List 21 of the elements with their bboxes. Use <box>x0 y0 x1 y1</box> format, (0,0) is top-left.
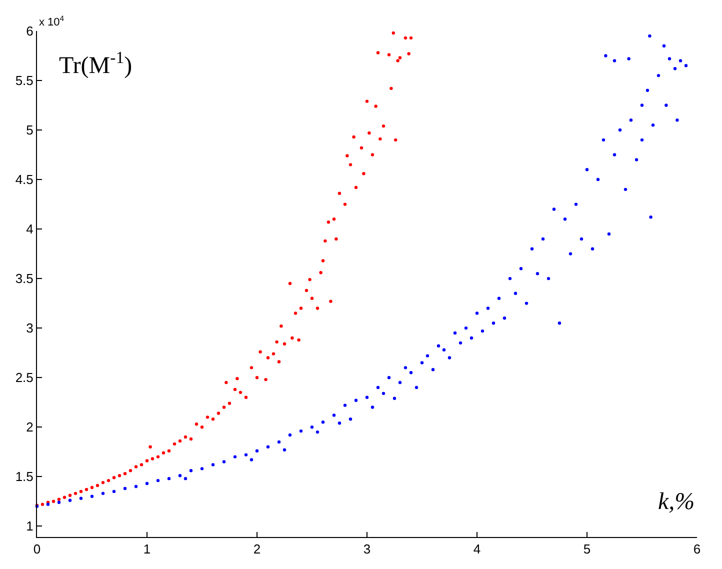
x-tick-label: 1 <box>143 542 151 557</box>
y-tick-label: 4 <box>26 222 34 237</box>
y-tick-label: 5 <box>26 122 34 138</box>
y-tick-label: 3 <box>26 320 34 336</box>
y-tick-label: 2 <box>26 420 34 435</box>
y-tick-label: 1.5 <box>15 469 34 484</box>
text: x 10$^{4}$ <box>39 14 65 29</box>
x-tick-label: 5 <box>583 542 591 557</box>
x-tick-label: 3 <box>363 542 371 557</box>
y-tick-label: 3.5 <box>15 271 34 286</box>
x-tick-label: 2 <box>253 542 261 557</box>
y-tick-label: 4.5 <box>15 172 34 188</box>
x-axis-title: k,% <box>658 489 695 515</box>
y-tick-label: 6 <box>26 24 34 39</box>
y-tick-label: 1 <box>26 518 34 534</box>
x-tick-label: 4 <box>473 542 481 557</box>
x-tick-label: 0 <box>33 542 41 557</box>
x-tick-label: 6 <box>693 542 701 557</box>
y-axis-title: Tr(M$^{-1}$) <box>59 48 132 80</box>
y-tick-label: 2.5 <box>15 370 34 386</box>
y-tick-label: 5.5 <box>15 73 34 88</box>
